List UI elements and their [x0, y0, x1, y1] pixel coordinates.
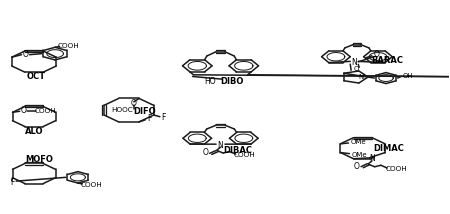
Text: DIBO: DIBO	[220, 77, 243, 86]
Text: COOH: COOH	[57, 43, 79, 49]
Text: N: N	[369, 154, 375, 163]
Text: COOH: COOH	[34, 108, 56, 114]
Text: O: O	[131, 99, 137, 108]
Text: BARAC: BARAC	[371, 56, 403, 65]
Text: DIMAC: DIMAC	[373, 144, 404, 153]
Text: O: O	[21, 106, 27, 115]
Text: HO: HO	[204, 77, 216, 86]
Text: O: O	[23, 50, 29, 59]
Text: O: O	[353, 66, 359, 72]
Text: F: F	[10, 178, 14, 187]
Text: COOH: COOH	[385, 166, 407, 172]
Text: N: N	[218, 141, 223, 150]
Text: N: N	[358, 74, 364, 80]
Text: F: F	[147, 114, 151, 123]
Text: OMe: OMe	[351, 139, 366, 145]
Text: OH: OH	[403, 73, 414, 79]
Text: COOH: COOH	[81, 181, 102, 187]
Text: DIBAC: DIBAC	[223, 146, 252, 155]
Text: HOOC: HOOC	[111, 107, 133, 113]
Text: OMe: OMe	[351, 152, 367, 158]
Text: F: F	[161, 113, 166, 122]
Text: MOFO: MOFO	[26, 155, 54, 164]
Text: OCT: OCT	[26, 72, 45, 81]
Text: O: O	[202, 148, 208, 157]
Text: ALO: ALO	[25, 127, 43, 136]
Text: N: N	[351, 58, 357, 67]
Text: O: O	[354, 162, 360, 171]
Text: COOH: COOH	[234, 152, 256, 158]
Text: DIFO: DIFO	[134, 107, 156, 116]
Text: O: O	[374, 50, 380, 59]
